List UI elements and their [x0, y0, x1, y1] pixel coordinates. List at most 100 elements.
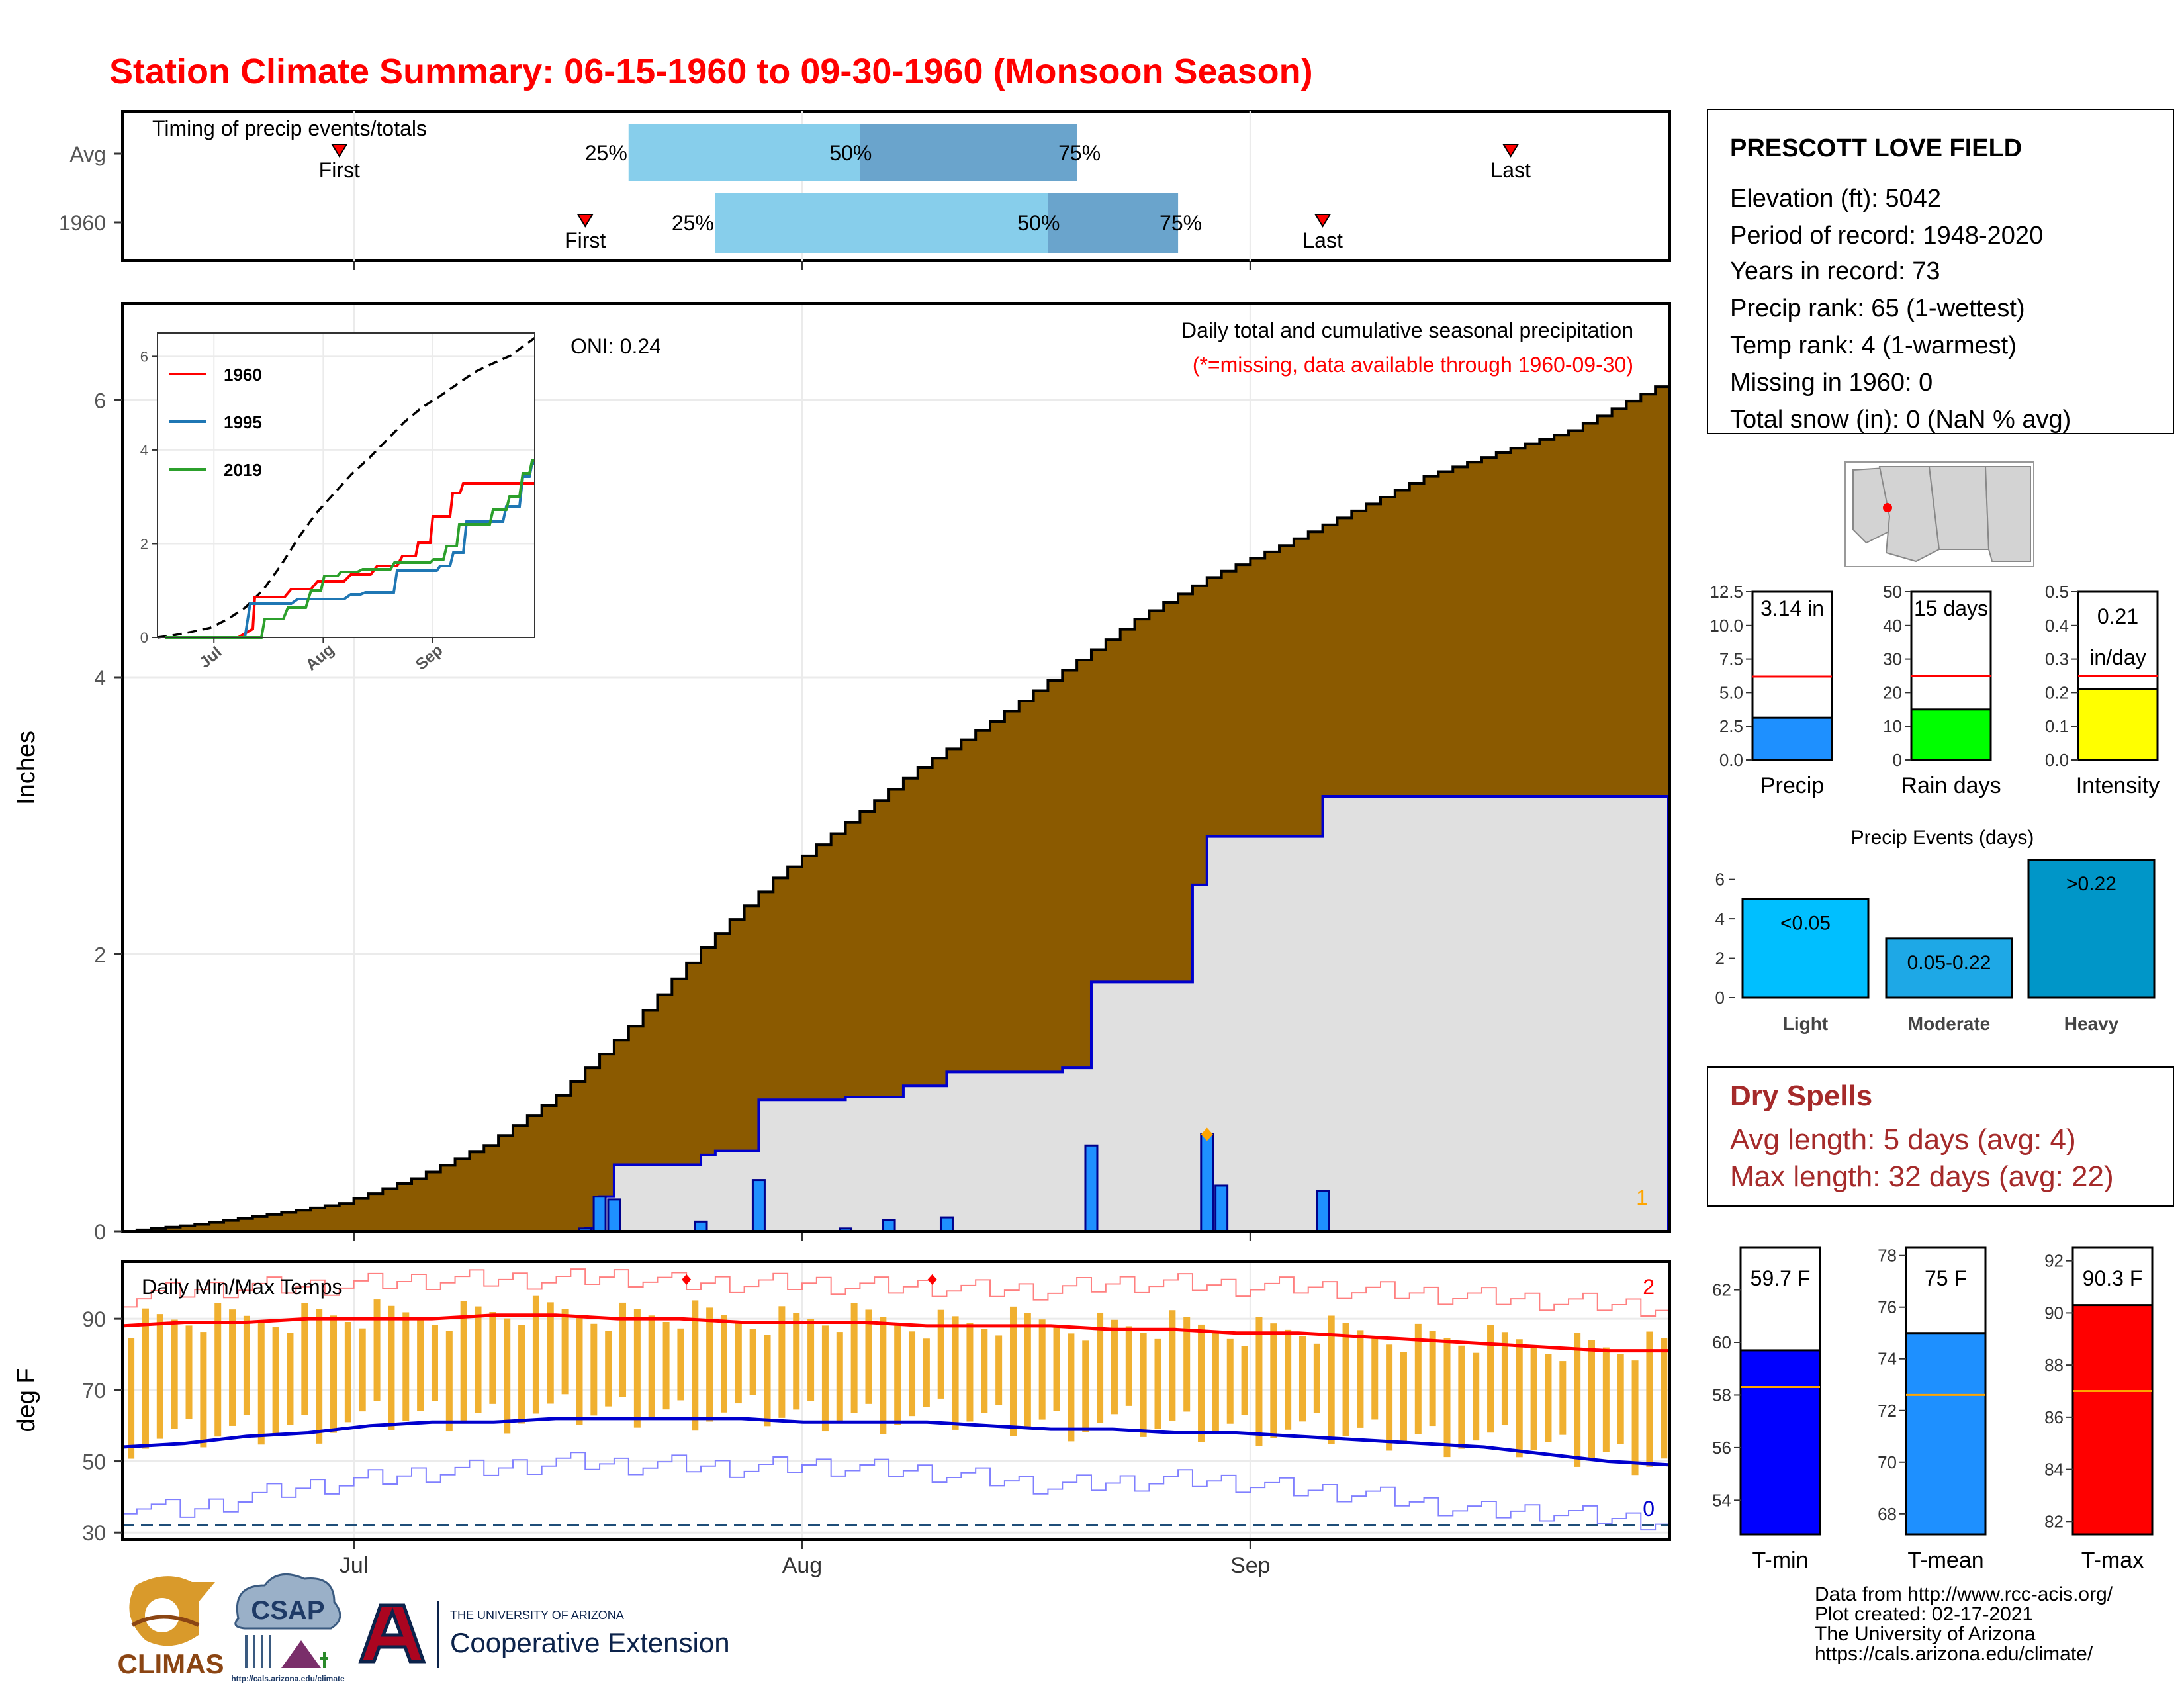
dry-spells-title: Dry Spells	[1730, 1080, 1872, 1112]
temp-bar-33	[605, 1331, 612, 1407]
precip-gauge-bar	[1751, 716, 1833, 761]
temp-bar-56	[937, 1309, 944, 1399]
tmin-gauge-category-label: T-min	[1752, 1548, 1809, 1573]
inset-legend-1960: 1960	[224, 365, 262, 385]
precip-gauge-tick-label-3: 7.5	[1719, 649, 1743, 669]
temp-bar-87	[1386, 1344, 1393, 1451]
temp-bar-36	[648, 1315, 655, 1419]
events-bar-heavy	[2027, 859, 2156, 999]
temp-bar-58	[966, 1323, 974, 1422]
temp-bar-106	[1661, 1338, 1668, 1459]
gauge-tmax-gauge: 82 84 86 88 90 92 90.3 F T-max	[2044, 1246, 2154, 1573]
temp-bar-29	[547, 1302, 554, 1404]
record-marker-1	[927, 1274, 937, 1285]
temp-bar-9	[257, 1321, 265, 1445]
timing-1960-q50-q75	[1048, 193, 1179, 253]
temp-bar-71	[1154, 1338, 1161, 1429]
temp-bar-37	[662, 1322, 670, 1410]
temp-bar-45	[778, 1306, 786, 1418]
raindays-gauge-tick-label-1: 10	[1883, 716, 1902, 736]
timing-1960-75-label: 75%	[1160, 211, 1202, 235]
cumulative-1960-area	[122, 794, 1670, 1233]
station-line-period: Period of record: 1948-2020	[1730, 222, 2043, 250]
intensity-gauge-value-label: 0.21	[2097, 604, 2138, 628]
temp-bar-89	[1414, 1323, 1422, 1434]
temp-bar-11	[287, 1333, 294, 1425]
temp-bar-40	[706, 1307, 713, 1422]
timing-1960-last-marker	[1314, 214, 1332, 228]
temp-bar-85	[1357, 1330, 1364, 1428]
tmean-gauge-tick-label-2: 72	[1878, 1401, 1897, 1421]
temp-y-axis-title: deg F	[13, 1368, 40, 1432]
tmean-gauge-tick-label-1: 70	[1878, 1452, 1897, 1472]
temp-bar-77	[1241, 1346, 1248, 1415]
csap-logo: CSAP http://cals.arizona.edu/climate	[231, 1573, 345, 1683]
tmax-gauge-tick-label-0: 82	[2044, 1511, 2064, 1531]
temp-bar-27	[518, 1325, 525, 1424]
temp-bar-12	[301, 1303, 308, 1415]
temp-bar-34	[619, 1302, 627, 1397]
timing-avg-75-label: 75%	[1058, 141, 1101, 165]
station-line-missing: Missing in 1960: 0	[1730, 369, 1933, 397]
temp-bar-20	[417, 1319, 424, 1411]
temp-bar-74	[1198, 1324, 1205, 1442]
temp-bar-43	[749, 1329, 756, 1395]
temp-bar-92	[1458, 1345, 1465, 1449]
locator-map	[1844, 461, 2034, 567]
temp-bar-98	[1545, 1354, 1552, 1442]
temp-bar-78	[1255, 1317, 1263, 1446]
temp-bar-75	[1212, 1331, 1219, 1433]
map-state-tx	[1984, 466, 2031, 562]
daily-precip-bar-1960-07-25	[694, 1220, 708, 1233]
daily-precip-bar-1960-08-29	[1200, 1133, 1214, 1233]
dry-spells-max: Max length: 32 days (avg: 22)	[1730, 1160, 2114, 1193]
temp-bar-68	[1111, 1319, 1118, 1415]
missing-marker	[1201, 1127, 1213, 1141]
raindays-gauge-tick-label-4: 40	[1883, 616, 1902, 635]
temp-bar-49	[836, 1332, 843, 1423]
dry-spells-box: Dry Spells Avg length: 5 days (avg: 4) M…	[1707, 1066, 2174, 1207]
temp-bar-105	[1646, 1331, 1653, 1467]
temp-bar-23	[460, 1301, 467, 1423]
temp-bar-44	[764, 1335, 771, 1427]
temp-bar-10	[272, 1327, 279, 1435]
precip-gauge-tick-label-0: 0.0	[1719, 750, 1743, 770]
inset-legend-2019: 2019	[224, 460, 262, 480]
record-min-line	[122, 1452, 1670, 1531]
tmin-gauge-value-label: 59.7 F	[1751, 1266, 1811, 1290]
dry-spells-frame	[1707, 1066, 2174, 1207]
timing-1960-last-label: Last	[1302, 228, 1343, 252]
temp-bar-81	[1298, 1336, 1306, 1422]
map-state-nm	[1928, 466, 1990, 550]
temp-bar-62	[1024, 1313, 1031, 1429]
temp-bar-6	[214, 1303, 222, 1437]
precip-ytick-label-2: 4	[94, 666, 106, 690]
temp-bar-79	[1270, 1323, 1277, 1438]
temp-bar-48	[821, 1325, 829, 1432]
events-bar-label-heavy: >0.22	[2066, 873, 2116, 895]
temp-bar-76	[1226, 1338, 1234, 1424]
tmean-gauge-tick-label-3: 74	[1878, 1349, 1897, 1369]
tmean-gauge-value-label: 75 F	[1925, 1266, 1967, 1290]
station-line-temp-rank: Temp rank: 4 (1-warmest)	[1730, 332, 2017, 359]
timing-avg-q50-q75	[860, 124, 1077, 181]
avg-max-line	[122, 1313, 1670, 1353]
timing-1960-50-label: 50%	[1017, 211, 1060, 235]
events-title: Precip Events (days)	[1851, 827, 2034, 849]
daily-precip-bar-1960-08-07	[882, 1219, 896, 1233]
temp-bar-101	[1588, 1340, 1596, 1460]
intensity-gauge-tick-label-1: 0.1	[2045, 716, 2069, 736]
temp-bar-35	[633, 1309, 641, 1428]
inset-ytick-label-0: 0	[140, 630, 148, 646]
tmax-gauge-tick-label-4: 90	[2044, 1303, 2064, 1323]
temp-bar-104	[1631, 1360, 1639, 1476]
precip-corner-label: 1	[1636, 1186, 1648, 1209]
temp-bar-18	[388, 1305, 395, 1430]
temperature-panel: 30 50 70 90 Daily Min/Max Temps 2 0 deg F J…	[13, 1260, 1671, 1578]
climas-logo: CLIMAS	[118, 1576, 224, 1679]
precip-y-axis: 0 2 4 6	[94, 389, 122, 1244]
temp-bar-50	[850, 1303, 858, 1413]
timing-avg-q25-q50	[628, 124, 860, 181]
